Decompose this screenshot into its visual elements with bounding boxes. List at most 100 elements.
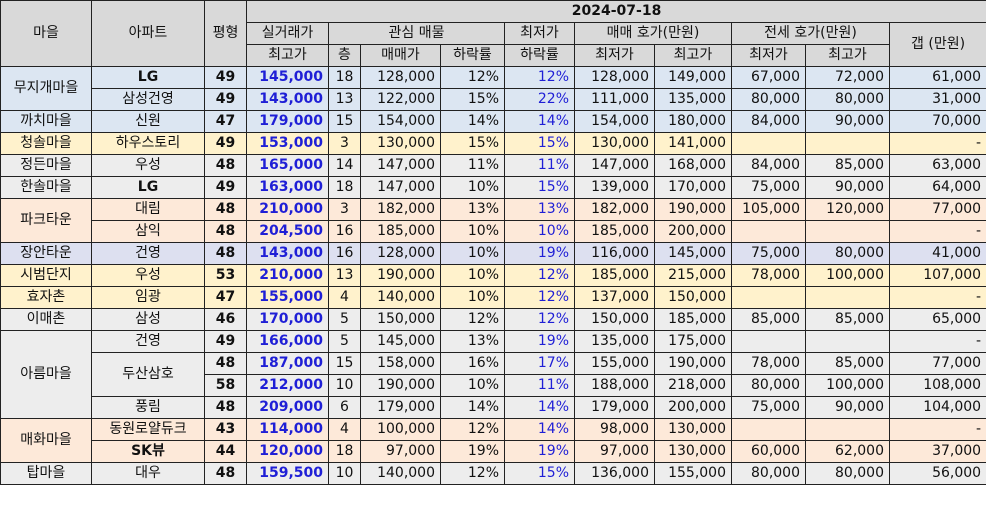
pyeong-cell: 49 (204, 66, 247, 89)
drop-rate-cell: 14% (440, 396, 505, 419)
sale-ask-max-cell: 149,000 (654, 66, 732, 89)
floor-cell: 6 (328, 396, 361, 419)
table-row: 시범단지 우성 53 210,000 13 190,000 10% 12% 185,000 215… (0, 264, 986, 287)
sale-ask-min-cell: 179,000 (574, 396, 655, 419)
pyeong-cell: 48 (204, 462, 247, 485)
apartment-cell: 대림 (91, 198, 205, 221)
drop-rate-cell: 10% (440, 220, 505, 243)
sale-price-cell: 190,000 (360, 374, 441, 397)
table-row: 파크타운 대림 48 210,000 3 182,000 13% 13% 182,000 190,… (0, 198, 986, 243)
drop-rate-cell: 10% (440, 286, 505, 309)
apartment-cell: 삼성 (91, 308, 205, 331)
sale-ask-max-cell: 155,000 (654, 462, 732, 485)
actual-top-price-cell: 165,000 (246, 154, 329, 177)
jeonse-ask-max-cell: 90,000 (805, 110, 890, 133)
floor-cell: 3 (328, 132, 361, 155)
gap-cell: 37,000 (888, 440, 986, 463)
header-lowest-bottom: 하락률 (504, 44, 575, 67)
floor-cell: 5 (328, 330, 361, 353)
jeonse-ask-max-cell: 80,000 (805, 242, 890, 265)
jeonse-ask-max-cell: 80,000 (805, 462, 890, 485)
actual-top-price-cell: 120,000 (246, 440, 329, 463)
floor-cell: 10 (328, 462, 361, 485)
pyeong-cell: 44 (204, 440, 247, 463)
sale-ask-max-cell: 190,000 (654, 198, 732, 221)
gap-cell: 41,000 (888, 242, 986, 265)
lowest-drop-rate-cell: 12% (504, 264, 575, 287)
actual-top-price-cell: 114,000 (246, 418, 329, 441)
actual-top-price-cell: 212,000 (246, 374, 329, 397)
pyeong-cell: 48 (204, 352, 247, 375)
sale-ask-min-cell: 130,000 (574, 132, 655, 155)
header-lowest-top: 최저가 (504, 22, 575, 45)
apartment-cell: 대우 (91, 462, 205, 485)
gap-cell: 65,000 (888, 308, 986, 331)
drop-rate-cell: 12% (440, 66, 505, 89)
table-row: 삼성건영 49 143,000 13 122,000 15% 22% 111,000 135,0… (1, 88, 986, 111)
pyeong-cell: 47 (204, 110, 247, 133)
header-date: 2024-07-18 (245, 0, 986, 23)
gap-cell: - (888, 220, 986, 243)
drop-rate-cell: 10% (440, 242, 505, 265)
apartment-cell: 신원 (91, 110, 205, 133)
floor-cell: 16 (328, 242, 361, 265)
apartment-cell: LG (91, 176, 205, 199)
header-sale-ask: 매매 호가(만원) (574, 22, 732, 45)
village-cell: 매화마을 (0, 418, 92, 463)
sale-ask-max-cell: 141,000 (654, 132, 732, 155)
lowest-drop-rate-cell: 15% (504, 176, 575, 199)
jeonse-ask-min-cell: 85,000 (731, 308, 806, 331)
actual-top-price-cell: 145,000 (246, 66, 329, 89)
lowest-drop-rate-cell: 19% (504, 242, 575, 265)
apartment-cell: 삼익 (91, 220, 205, 243)
pyeong-cell: 48 (204, 396, 247, 419)
village-cell: 탑마을 (0, 462, 92, 485)
sale-price-cell: 190,000 (360, 264, 441, 287)
lowest-drop-rate-cell: 12% (504, 308, 575, 331)
header-jeonse-min: 최저가 (731, 44, 806, 67)
table-row: 이매촌 삼성 46 170,000 5 150,000 12% 12% 150,000 185,0… (0, 308, 986, 331)
actual-top-price-cell: 159,500 (246, 462, 329, 485)
jeonse-ask-min-cell (731, 220, 806, 243)
header-sale-max: 최고가 (654, 44, 732, 67)
sale-price-cell: 158,000 (360, 352, 441, 375)
sale-ask-max-cell: 145,000 (654, 242, 732, 265)
gap-cell: 77,000 (888, 198, 986, 221)
header-sale-price: 매매가 (360, 44, 441, 67)
sale-price-cell: 145,000 (360, 330, 441, 353)
apartment-cell: 두산삼호 (91, 352, 205, 397)
table-row: 효자촌 임광 47 155,000 4 140,000 10% 12% 137,000 150,0… (0, 286, 986, 309)
sale-ask-min-cell: 128,000 (574, 66, 655, 89)
village-cell: 아름마을 (0, 330, 92, 419)
actual-top-price-cell: 210,000 (246, 198, 329, 221)
apartment-cell: 우성 (91, 264, 205, 287)
sale-ask-min-cell: 154,000 (574, 110, 655, 133)
sale-ask-min-cell: 155,000 (574, 352, 655, 375)
pyeong-cell: 47 (204, 286, 247, 309)
actual-top-price-cell: 143,000 (246, 88, 329, 111)
floor-cell: 15 (328, 352, 361, 375)
sale-ask-max-cell: 180,000 (654, 110, 732, 133)
sale-ask-max-cell: 175,000 (654, 330, 732, 353)
village-cell: 파크타운 (0, 198, 92, 243)
village-cell: 까치마을 (0, 110, 92, 133)
apartment-cell: SK뷰 (91, 440, 205, 463)
apartment-cell: 삼성건영 (91, 88, 205, 111)
sale-ask-max-cell: 150,000 (654, 286, 732, 309)
table-row: 장안타운 건영 48 143,000 16 128,000 10% 19% 116,000 145… (0, 242, 986, 265)
pyeong-cell: 49 (204, 330, 247, 353)
table-row: 무지개마을 LG 49 145,000 18 128,000 12% 12% 128,000 14… (0, 66, 986, 111)
sale-ask-min-cell: 185,000 (574, 220, 655, 243)
table-row: 청솔마을 하우스토리 49 153,000 3 130,000 15% 15% 130,000 1… (0, 132, 986, 155)
actual-top-price-cell: 204,500 (246, 220, 329, 243)
gap-cell: 64,000 (888, 176, 986, 199)
lowest-drop-rate-cell: 19% (504, 440, 575, 463)
jeonse-ask-max-cell: 100,000 (805, 264, 890, 287)
header-pyeong: 평형 (204, 0, 247, 67)
header-interest: 관심 매물 (328, 22, 505, 45)
floor-cell: 18 (328, 440, 361, 463)
jeonse-ask-max-cell: 120,000 (805, 198, 890, 221)
floor-cell: 13 (328, 88, 361, 111)
sale-ask-max-cell: 218,000 (654, 374, 732, 397)
floor-cell: 10 (328, 374, 361, 397)
